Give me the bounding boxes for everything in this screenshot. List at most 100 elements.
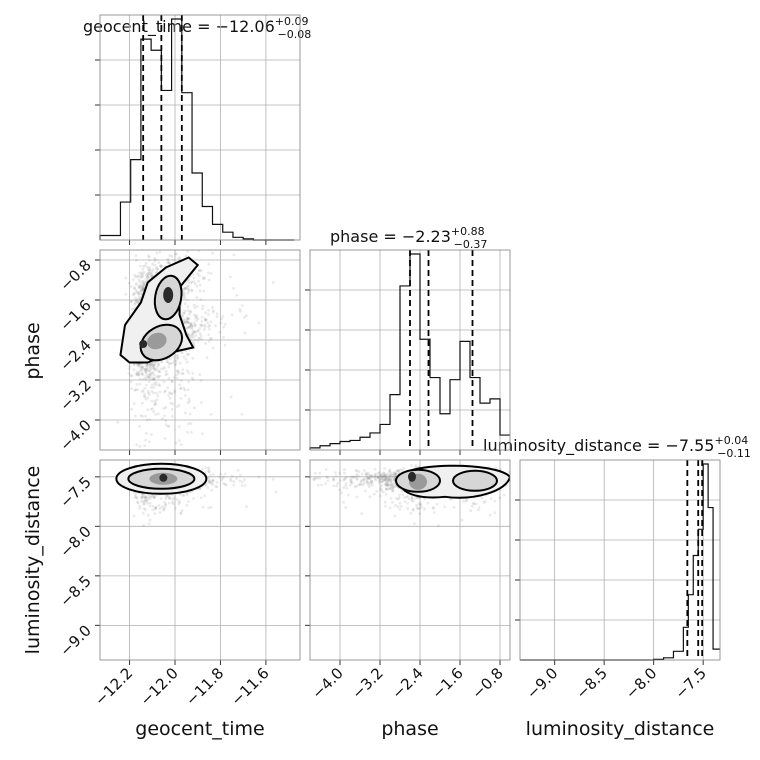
scatter-point: [382, 479, 386, 482]
scatter-point: [469, 509, 473, 512]
scatter-point: [386, 480, 390, 483]
x-tick-label-geocent-time: −12.0: [137, 664, 182, 709]
scatter-point: [153, 381, 156, 385]
scatter-point: [187, 312, 191, 316]
histogram-step-geocent-time: [99, 18, 295, 241]
scatter-point: [204, 342, 208, 345]
scatter-point: [190, 327, 194, 330]
scatter-point: [135, 382, 139, 386]
scatter-point: [133, 388, 137, 392]
scatter-point: [187, 237, 190, 240]
scatter-point: [384, 504, 387, 508]
scatter-point: [366, 483, 370, 487]
scatter-point: [134, 493, 137, 497]
geocent-time-title-minus: −0.08: [278, 28, 312, 41]
scatter-point: [164, 423, 168, 426]
scatter-point: [159, 456, 162, 459]
scatter-point: [173, 506, 177, 510]
scatter-point: [482, 500, 486, 504]
scatter-point: [189, 421, 193, 425]
phase-title-minus: −0.37: [454, 238, 488, 251]
scatter-point: [232, 287, 236, 290]
scatter-point: [147, 271, 150, 275]
scatter-point: [370, 481, 374, 485]
scatter-point: [212, 472, 215, 476]
scatter-point: [207, 271, 210, 275]
scatter-point: [393, 472, 397, 475]
scatter-point: [133, 273, 137, 277]
scatter-point: [141, 287, 145, 290]
scatter-point: [383, 478, 387, 482]
scatter-point: [153, 361, 157, 365]
scatter-point: [351, 475, 355, 479]
scatter-point: [181, 494, 185, 497]
scatter-point: [146, 272, 150, 276]
scatter-point: [384, 476, 388, 480]
scatter-point: [195, 318, 198, 322]
scatter-point: [133, 302, 137, 306]
scatter-point: [140, 288, 143, 292]
scatter-point: [138, 286, 141, 290]
scatter-point: [138, 444, 142, 448]
scatter-point: [381, 477, 384, 480]
scatter-point: [207, 470, 211, 474]
scatter-point: [223, 322, 227, 326]
scatter-point: [514, 473, 517, 476]
scatter-point: [235, 293, 239, 297]
scatter-point: [523, 478, 526, 481]
phase-title-plus: +0.88: [451, 225, 485, 238]
scatter-point: [335, 484, 339, 488]
scatter-point: [181, 368, 185, 372]
scatter-point: [410, 464, 413, 468]
y-tick-label-luminosity-distance: −9.0: [56, 621, 94, 659]
scatter-point: [140, 368, 144, 372]
scatter-point: [197, 279, 201, 283]
scatter-point: [178, 361, 182, 365]
scatter-point: [222, 475, 225, 479]
scatter-point: [190, 333, 194, 337]
scatter-point: [186, 316, 190, 320]
scatter-point: [173, 363, 177, 367]
scatter-point: [143, 264, 147, 268]
scatter-point: [220, 478, 224, 482]
scatter-point: [176, 356, 180, 360]
scatter-point: [127, 372, 131, 376]
scatter-point: [154, 413, 158, 416]
scatter-point: [382, 478, 386, 482]
geocent-time-title: geocent_time = −12.06+0.09 −0.08: [83, 15, 311, 41]
scatter-point: [164, 369, 168, 373]
scatter-point: [218, 475, 222, 479]
scatter-point: [377, 479, 381, 483]
scatter-point: [186, 320, 190, 324]
scatter-point: [334, 471, 337, 475]
scatter-point: [387, 474, 391, 478]
scatter-point: [387, 487, 391, 491]
scatter-point: [137, 285, 141, 289]
scatter-point: [198, 327, 202, 330]
scatter-point: [148, 373, 151, 376]
scatter-point: [393, 470, 397, 474]
scatter-point: [148, 495, 152, 499]
scatter-point: [198, 268, 201, 272]
scatter-point: [150, 378, 154, 382]
scatter-point: [136, 275, 139, 279]
scatter-point: [160, 265, 164, 268]
scatter-point: [387, 478, 391, 482]
scatter-point: [354, 468, 358, 472]
scatter-point: [177, 425, 181, 429]
scatter-point: [140, 366, 144, 370]
scatter-point: [360, 478, 364, 482]
scatter-point: [175, 373, 178, 377]
scatter-point: [178, 257, 182, 261]
scatter-point: [183, 319, 187, 323]
scatter-point: [190, 376, 194, 380]
scatter-point: [140, 401, 144, 405]
scatter-point: [143, 497, 147, 501]
scatter-point: [170, 379, 174, 383]
scatter-point: [209, 412, 213, 416]
scatter-point: [410, 499, 413, 502]
scatter-point: [178, 500, 182, 504]
scatter-point: [189, 324, 193, 327]
scatter-point: [398, 501, 402, 505]
scatter-point: [147, 276, 151, 280]
